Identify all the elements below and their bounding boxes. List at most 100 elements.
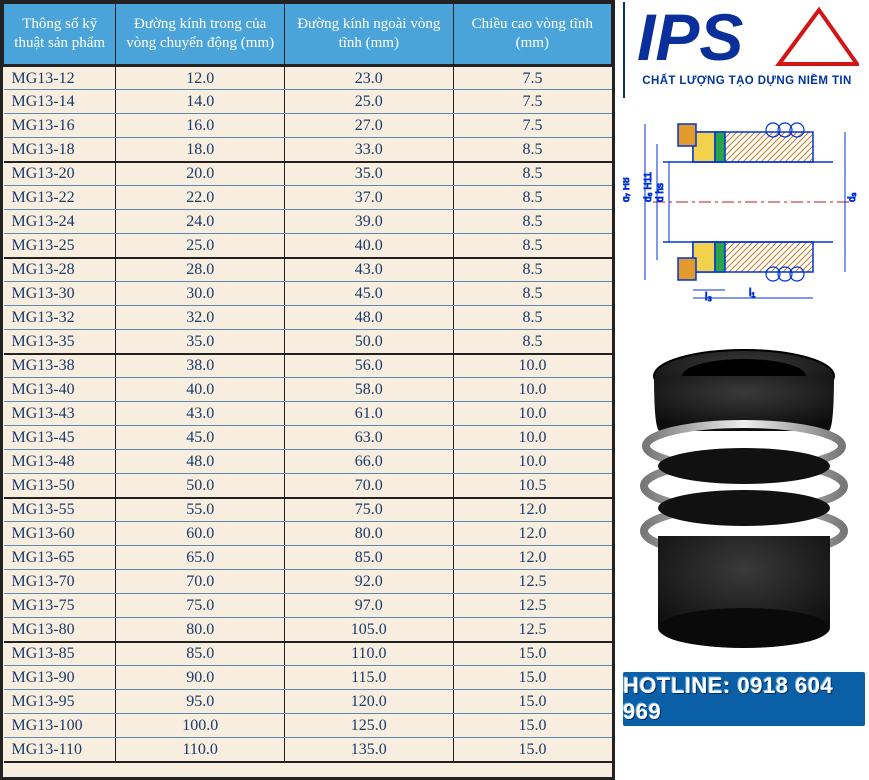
- cell-value: 15.0: [453, 714, 611, 738]
- cell-value: 8.5: [453, 234, 611, 258]
- cell-value: 38.0: [116, 354, 285, 378]
- product-photo: [623, 326, 865, 666]
- cell-value: 14.0: [116, 90, 285, 114]
- table-row: MG13-110110.0135.015.0: [4, 738, 612, 762]
- cell-product: MG13-60: [4, 522, 116, 546]
- cell-value: 12.0: [453, 522, 611, 546]
- table-row: MG13-8585.0110.015.0: [4, 642, 612, 666]
- cell-value: 8.5: [453, 186, 611, 210]
- table-row: MG13-2828.043.08.5: [4, 258, 612, 282]
- cell-value: 16.0: [116, 114, 285, 138]
- cell-value: 7.5: [453, 66, 611, 90]
- cell-value: 8.5: [453, 330, 611, 354]
- cell-product: MG13-14: [4, 90, 116, 114]
- cell-product: MG13-22: [4, 186, 116, 210]
- col-header-inner-dia: Đường kính trong của vòng chuyển động (m…: [116, 4, 285, 66]
- cell-value: 8.5: [453, 138, 611, 162]
- table-row: MG13-6565.085.012.0: [4, 546, 612, 570]
- dim-dhs: d hs: [655, 183, 666, 202]
- table-row: MG13-9595.0120.015.0: [4, 690, 612, 714]
- cell-product: MG13-32: [4, 306, 116, 330]
- cell-value: 28.0: [116, 258, 285, 282]
- stationary-top: [678, 124, 696, 146]
- cell-value: 50.0: [116, 474, 285, 498]
- cell-product: MG13-45: [4, 426, 116, 450]
- cell-product: MG13-95: [4, 690, 116, 714]
- cell-product: MG13-50: [4, 474, 116, 498]
- cell-value: 8.5: [453, 306, 611, 330]
- cell-value: 37.0: [284, 186, 453, 210]
- cell-product: MG13-35: [4, 330, 116, 354]
- cell-value: 15.0: [453, 738, 611, 762]
- cell-value: 33.0: [284, 138, 453, 162]
- cell-product: MG13-16: [4, 114, 116, 138]
- cell-value: 115.0: [284, 666, 453, 690]
- dim-l1: l₁: [749, 287, 755, 299]
- technical-diagram: d₇ H8 d₆ H11 d hs d₃ l₃ l₁: [623, 102, 865, 302]
- cell-value: 75.0: [116, 594, 285, 618]
- cell-value: 66.0: [284, 450, 453, 474]
- cell-value: 12.5: [453, 594, 611, 618]
- table-row: MG13-3838.056.010.0: [4, 354, 612, 378]
- spec-table-head: Thông số kỹ thuật sản phẩm Đường kính tr…: [4, 4, 612, 66]
- cell-value: 40.0: [116, 378, 285, 402]
- cell-value: 8.5: [453, 282, 611, 306]
- cell-product: MG13-43: [4, 402, 116, 426]
- cell-value: 27.0: [284, 114, 453, 138]
- cell-product: MG13-48: [4, 450, 116, 474]
- face-green-top: [715, 132, 725, 162]
- cell-value: 25.0: [116, 234, 285, 258]
- brand-logo: IPS CHẤT LƯỢNG TẠO DỰNG NIỀM TIN: [623, 2, 865, 98]
- cell-value: 50.0: [284, 330, 453, 354]
- table-row: MG13-5050.070.010.5: [4, 474, 612, 498]
- cell-value: 100.0: [116, 714, 285, 738]
- table-row: MG13-3232.048.08.5: [4, 306, 612, 330]
- spec-table-panel: Thông số kỹ thuật sản phẩm Đường kính tr…: [0, 0, 615, 780]
- dimensions-right: d₃: [845, 132, 858, 272]
- cell-value: 55.0: [116, 498, 285, 522]
- table-row: MG13-1212.023.07.5: [4, 66, 612, 90]
- cell-product: MG13-24: [4, 210, 116, 234]
- cell-value: 120.0: [284, 690, 453, 714]
- ips-logo-svg: IPS: [629, 2, 859, 74]
- cell-value: 12.5: [453, 570, 611, 594]
- table-row: MG13-3535.050.08.5: [4, 330, 612, 354]
- cell-product: MG13-75: [4, 594, 116, 618]
- table-row: MG13-4545.063.010.0: [4, 426, 612, 450]
- cell-value: 30.0: [116, 282, 285, 306]
- cell-product: MG13-85: [4, 642, 116, 666]
- table-row: MG13-4343.061.010.0: [4, 402, 612, 426]
- cell-value: 8.5: [453, 258, 611, 282]
- cell-value: 110.0: [116, 738, 285, 762]
- table-row: MG13-6060.080.012.0: [4, 522, 612, 546]
- col-header-product: Thông số kỹ thuật sản phẩm: [4, 4, 116, 66]
- cell-value: 61.0: [284, 402, 453, 426]
- cell-value: 24.0: [116, 210, 285, 234]
- cell-product: MG13-70: [4, 570, 116, 594]
- spec-table: Thông số kỹ thuật sản phẩm Đường kính tr…: [3, 3, 612, 763]
- bellows-icon: [658, 448, 830, 484]
- cell-value: 15.0: [453, 642, 611, 666]
- page-root: Thông số kỹ thuật sản phẩm Đường kính tr…: [0, 0, 869, 780]
- cell-value: 48.0: [284, 306, 453, 330]
- table-row: MG13-9090.0115.015.0: [4, 666, 612, 690]
- bottom-face: [658, 608, 830, 648]
- spec-table-body: MG13-1212.023.07.5MG13-1414.0 25.0 7.5 MG13…: [4, 66, 612, 762]
- hotline-label: HOTLINE:: [623, 673, 731, 698]
- cell-value: 32.0: [116, 306, 285, 330]
- cell-value: 105.0: [284, 618, 453, 642]
- table-row: MG13-4848.066.010.0: [4, 450, 612, 474]
- cell-product: MG13-65: [4, 546, 116, 570]
- cell-product: MG13-18: [4, 138, 116, 162]
- cell-value: 125.0: [284, 714, 453, 738]
- cell-value: 20.0: [116, 162, 285, 186]
- cell-value: 85.0: [284, 546, 453, 570]
- cell-value: 10.0: [453, 426, 611, 450]
- dimensions-left: d₇ H8 d₆ H11 d hs: [623, 124, 669, 280]
- cell-value: 10.0: [453, 378, 611, 402]
- cell-value: 58.0: [284, 378, 453, 402]
- logo-triangle-icon: [779, 10, 857, 64]
- dimensions-bottom: l₃ l₁: [693, 287, 813, 302]
- cell-value: 10.0: [453, 402, 611, 426]
- dim-d3: d₃: [847, 192, 858, 202]
